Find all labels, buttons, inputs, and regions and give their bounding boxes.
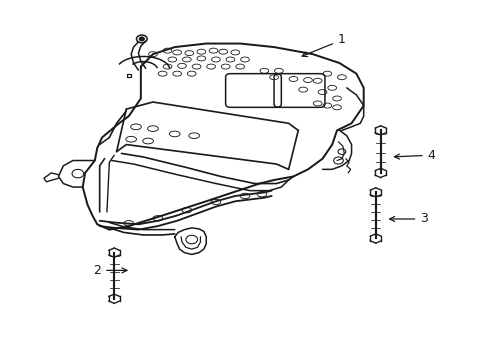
Text: 1: 1 [302,33,346,57]
Text: 3: 3 [390,212,428,225]
Text: 4: 4 [394,149,436,162]
Text: 2: 2 [93,264,127,277]
Circle shape [139,37,144,41]
